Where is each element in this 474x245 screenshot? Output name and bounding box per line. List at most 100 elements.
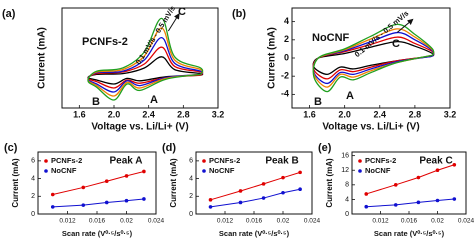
- x-axis-label: Scan rate (V⁰·⁵/s⁰·⁵): [62, 229, 133, 238]
- data-point: [435, 168, 440, 173]
- panel: (a) 1.6 2.0 2.4 2.8 3.2 Voltage vs. Li/Li+ (V)…: [2, 4, 224, 133]
- x-tick-label: 0.012: [59, 218, 76, 225]
- fit-line: [210, 171, 301, 201]
- annotation: B: [314, 96, 322, 108]
- x-axis-label: Voltage vs. Li/Li+ (V): [91, 122, 188, 133]
- panel-label: (e): [318, 142, 332, 154]
- x-tick-label: 0.024: [458, 218, 474, 225]
- y-tick-label: 0: [284, 52, 289, 62]
- x-tick-label: 0.02: [120, 218, 133, 225]
- y-axis-label: Current (mA): [169, 158, 178, 208]
- legend-marker: [202, 169, 206, 173]
- legend-label: NoCNF: [209, 166, 235, 175]
- y-axis-label: Current (mA): [325, 158, 334, 208]
- panel-label: (a): [2, 8, 16, 20]
- plot-frame: [61, 7, 219, 109]
- legend-label: PCNFs-2: [365, 156, 396, 165]
- data-point: [281, 190, 285, 195]
- data-point: [81, 185, 86, 190]
- x-axis-label: Scan rate (V⁰·⁵/s⁰·⁵): [219, 229, 290, 238]
- panel-title: Peak A: [110, 156, 143, 167]
- y-tick-label: 2: [31, 193, 35, 200]
- data-point: [104, 179, 109, 184]
- x-tick-label: 0.016: [401, 218, 418, 225]
- x-tick-label: 2.8: [409, 109, 422, 119]
- plot-frame: [291, 7, 451, 109]
- data-point: [81, 203, 86, 207]
- y-axis-label: Current (mA): [11, 158, 20, 208]
- data-point: [124, 174, 129, 178]
- data-point: [364, 192, 369, 196]
- annotation: PCNFs-2: [82, 36, 128, 48]
- y-tick-label: 4: [284, 16, 289, 26]
- x-axis-label: Scan rate (V⁰·⁵/s⁰·⁵): [374, 229, 445, 238]
- annotation: B: [92, 96, 100, 108]
- legend-label: PCNFs-2: [51, 156, 82, 165]
- arrow: [396, 18, 414, 33]
- data-point: [238, 200, 243, 205]
- arrow: [167, 13, 180, 32]
- data-point: [208, 198, 213, 202]
- y-axis-label: Current (mA): [37, 27, 48, 89]
- data-point: [416, 175, 421, 180]
- data-point: [142, 169, 146, 174]
- annotation: NoCNF: [312, 32, 350, 44]
- x-tick-label: 2.4: [142, 109, 155, 119]
- y-tick-label: 4: [31, 175, 35, 182]
- x-tick-label: 0.02: [277, 218, 290, 225]
- fit-line: [52, 198, 144, 208]
- y-tick-label: 4: [189, 175, 193, 182]
- data-point: [393, 183, 398, 187]
- y-tick-label: 12: [341, 167, 349, 174]
- x-tick-label: 0.016: [246, 218, 263, 225]
- annotation: C: [178, 6, 186, 18]
- x-tick-label: 0.016: [89, 218, 106, 225]
- data-point: [50, 192, 55, 197]
- panel: (e) 0.012 0.016 0.02 0.024 0 4 8 12 16 Scan rate (…: [318, 142, 474, 238]
- x-tick-label: 2.0: [108, 109, 121, 119]
- y-tick-label: 2: [189, 193, 193, 200]
- x-tick-label: 3.2: [444, 109, 457, 119]
- panel: (c) 0.012 0.016 0.02 0.024 0 2 4 6 Scan rate (V⁰·…: [4, 142, 165, 238]
- x-tick-label: 0.012: [217, 218, 234, 225]
- panel-label: (d): [162, 142, 176, 154]
- data-point: [298, 187, 302, 191]
- data-point: [435, 198, 440, 203]
- x-tick-label: 1.6: [303, 109, 316, 119]
- data-point: [124, 198, 129, 203]
- legend-marker: [44, 159, 48, 163]
- annotation: A: [150, 94, 158, 106]
- data-point: [261, 196, 266, 200]
- y-tick-label: 0: [31, 211, 35, 218]
- x-tick-label: 0.024: [148, 218, 165, 225]
- data-point: [298, 170, 302, 175]
- y-tick-label: 2: [284, 34, 289, 44]
- data-point: [364, 204, 369, 209]
- fit-line: [366, 198, 455, 208]
- annotation: A: [346, 90, 354, 102]
- annotation: C: [392, 38, 400, 50]
- annotation: 0.1 mV/s - 0.5 mV/s: [353, 9, 411, 59]
- legend-marker: [358, 169, 362, 173]
- y-tick-label: 8: [345, 182, 349, 189]
- data-point: [238, 189, 243, 193]
- data-point: [261, 182, 266, 186]
- panel-title: Peak B: [265, 156, 298, 167]
- x-tick-label: 3.2: [212, 109, 225, 119]
- cv-curve: [87, 17, 204, 101]
- panel-label: (c): [4, 142, 18, 154]
- y-tick-label: 0: [345, 211, 349, 218]
- legend-label: PCNFs-2: [209, 156, 240, 165]
- legend-marker: [44, 169, 48, 173]
- x-tick-label: 2.0: [338, 109, 351, 119]
- x-tick-label: 2.8: [177, 109, 190, 119]
- cv-curve: [312, 23, 435, 93]
- data-point: [104, 200, 109, 205]
- y-axis-label: Current (mA): [267, 27, 278, 89]
- data-point: [393, 203, 398, 207]
- legend-marker: [358, 159, 362, 163]
- y-tick-label: 4: [345, 196, 349, 203]
- y-tick-label: 16: [341, 152, 349, 159]
- x-tick-label: 1.6: [73, 109, 86, 119]
